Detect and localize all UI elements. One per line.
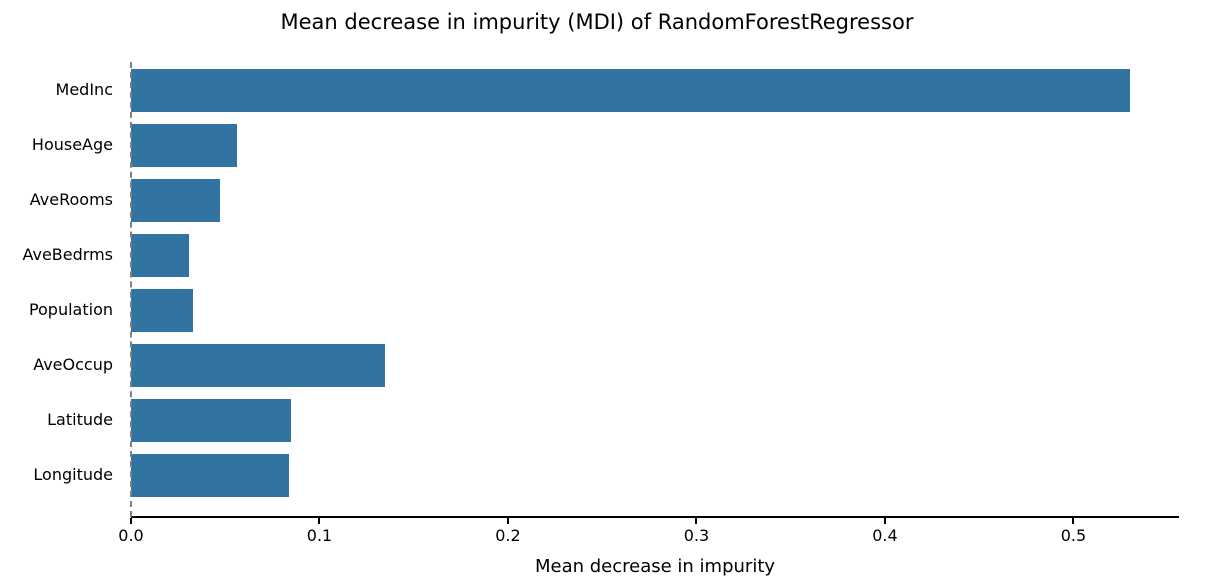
x-tick-label-0.4: 0.4 [872, 526, 898, 545]
x-axis-label: Mean decrease in impurity [534, 556, 776, 577]
bar-aveoccup [131, 343, 386, 387]
bar-longitude [131, 453, 290, 497]
bar-medinc [131, 68, 1130, 112]
bar-averooms [131, 178, 220, 222]
y-tick-label-aveoccup: AveOccup [33, 355, 113, 374]
plot-area [130, 62, 1179, 517]
x-tick-mark-0.0 [130, 518, 132, 524]
x-tick-mark-0.1 [318, 518, 321, 524]
y-tick-label-houseage: HouseAge [31, 135, 113, 154]
x-tick-label-0.5: 0.5 [1060, 526, 1087, 545]
bar-houseage [131, 123, 237, 167]
bar-population [131, 288, 194, 332]
chart-title: Mean decrease in impurity (MDI) of Rando… [280, 10, 914, 34]
x-tick-mark-0.3 [695, 518, 698, 524]
y-tick-label-averooms: AveRooms [29, 190, 113, 209]
y-axis-labels: MedInc HouseAge AveRooms AveBedrms Populatio… [0, 0, 113, 587]
bar-avebedrms [131, 233, 190, 277]
bar-latitude [131, 398, 292, 442]
y-tick-label-medinc: MedInc [55, 80, 113, 99]
y-axis-spine [130, 62, 132, 517]
y-tick-label-longitude: Longitude [33, 465, 113, 484]
x-tick-mark-0.5 [1072, 518, 1075, 524]
x-tick-label-0.2: 0.2 [495, 526, 521, 545]
x-tick-label-0.3: 0.3 [683, 526, 710, 545]
x-tick-mark-0.2 [506, 518, 509, 524]
x-tick-label-0.0: 0.0 [118, 526, 144, 545]
y-tick-label-population: Population [28, 300, 113, 319]
y-tick-label-avebedrms: AveBedrms [22, 245, 113, 264]
x-tick-mark-0.4 [883, 518, 886, 524]
x-axis-spine [131, 516, 1179, 518]
y-tick-label-latitude: Latitude [47, 410, 113, 429]
x-axis: 0.0 0.1 0.2 0.3 0.4 0.5 [118, 516, 1179, 556]
x-tick-label-0.1: 0.1 [306, 526, 333, 545]
